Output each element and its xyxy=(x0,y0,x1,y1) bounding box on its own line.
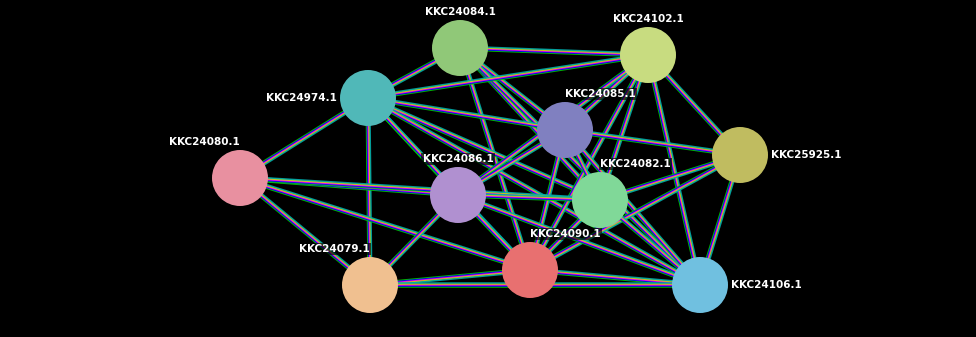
Text: KKC24106.1: KKC24106.1 xyxy=(731,280,801,290)
Text: KKC24082.1: KKC24082.1 xyxy=(600,159,671,169)
Ellipse shape xyxy=(572,172,628,228)
Ellipse shape xyxy=(430,167,486,223)
Ellipse shape xyxy=(342,257,398,313)
Ellipse shape xyxy=(672,257,728,313)
Ellipse shape xyxy=(340,70,396,126)
Text: KKC24090.1: KKC24090.1 xyxy=(530,229,600,239)
Text: KKC24974.1: KKC24974.1 xyxy=(266,93,337,103)
Text: KKC24080.1: KKC24080.1 xyxy=(169,137,240,147)
Ellipse shape xyxy=(502,242,558,298)
Text: KKC24085.1: KKC24085.1 xyxy=(565,89,635,99)
Ellipse shape xyxy=(432,20,488,76)
Ellipse shape xyxy=(620,27,676,83)
Ellipse shape xyxy=(212,150,268,206)
Text: KKC24084.1: KKC24084.1 xyxy=(425,7,496,17)
Ellipse shape xyxy=(537,102,593,158)
Text: KKC24079.1: KKC24079.1 xyxy=(300,244,370,254)
Text: KKC24086.1: KKC24086.1 xyxy=(423,154,494,164)
Text: KKC25925.1: KKC25925.1 xyxy=(771,150,841,160)
Ellipse shape xyxy=(712,127,768,183)
Text: KKC24102.1: KKC24102.1 xyxy=(613,14,683,24)
